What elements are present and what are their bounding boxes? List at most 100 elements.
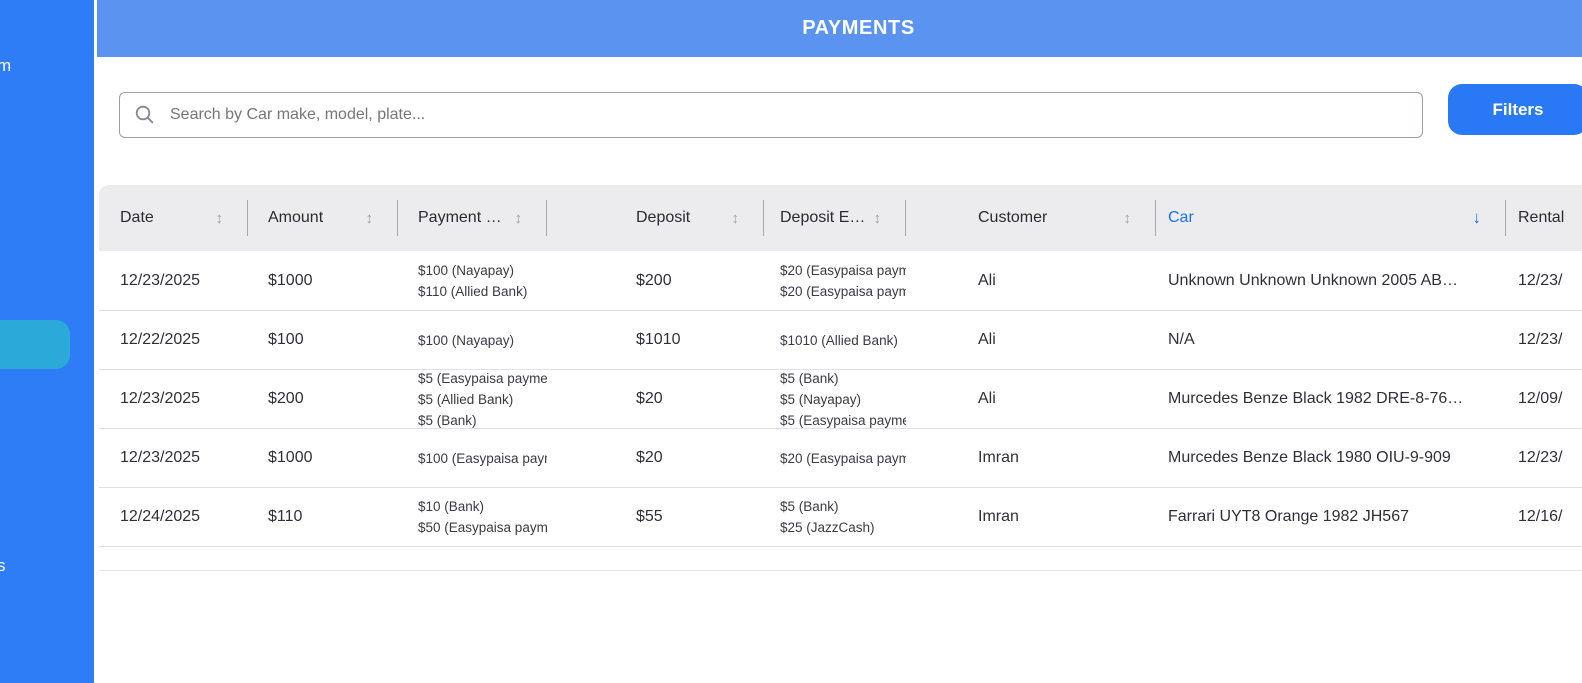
cell-amount: $100 xyxy=(268,331,304,348)
search-icon xyxy=(135,105,154,124)
cell-customer: Ali xyxy=(978,331,996,348)
search-input[interactable] xyxy=(170,106,1408,124)
cell-amount: $110 xyxy=(268,508,303,525)
cell-rental: 12/16/ xyxy=(1518,508,1563,525)
cell-customer: Imran xyxy=(978,449,1019,466)
deposit-entry: $20 (Easypaisa payment) xyxy=(780,450,906,466)
cell-payment-entries: $5 (Easypaisa payment) $5 (Allied Bank) … xyxy=(398,370,547,428)
cell-customer: Ali xyxy=(978,390,996,407)
column-divider xyxy=(546,200,547,236)
column-label: Customer xyxy=(978,209,1048,226)
cell-car: Murcedes Benze Black 1980 OIU-9-909 xyxy=(1168,449,1451,466)
table-row[interactable]: 12/22/2025 $100 $100 (Nayapay) $1010 $10… xyxy=(99,311,1582,370)
cell-date: 12/23/2025 xyxy=(120,271,201,289)
cell-payment-entries: $100 (Nayapay) xyxy=(398,311,547,369)
cell-car: Farrari UYT8 Orange 1982 JH567 xyxy=(1168,508,1409,525)
cell-deposit: $20 xyxy=(636,449,663,466)
cell-deposit-entries: $5 (Bank) $25 (JazzCash) xyxy=(764,488,906,546)
sort-updown-icon[interactable]: ↕ xyxy=(1123,209,1132,227)
cell-amount: $1000 xyxy=(268,449,313,466)
cell-deposit: $55 xyxy=(636,508,663,525)
column-label: Date xyxy=(120,209,154,226)
column-label: Rental xyxy=(1518,209,1565,226)
table-row[interactable]: 12/23/2025 $1000 $100 (Nayapay) $110 (Al… xyxy=(99,251,1582,311)
cell-customer: Imran xyxy=(978,508,1019,525)
column-divider xyxy=(905,200,906,236)
payment-entry: $100 (Nayapay) xyxy=(418,332,515,348)
column-header-customer[interactable]: Customer ↕ xyxy=(906,185,1156,251)
column-header-payment[interactable]: Payment … ↕ xyxy=(398,185,547,251)
sidebar-active-item[interactable] xyxy=(0,320,70,369)
table-header-row: Date ↕ Amount ↕ Payment … ↕ Deposit ↕ xyxy=(99,185,1582,251)
sidebar-item-bottom[interactable]: s xyxy=(0,556,6,575)
cell-deposit-entries: $1010 (Allied Bank) xyxy=(764,311,906,369)
deposit-entry: $1010 (Allied Bank) xyxy=(780,332,898,348)
deposit-entry: $5 (Bank) xyxy=(780,499,839,514)
column-divider xyxy=(763,200,764,236)
cell-date: 12/23/2025 xyxy=(120,390,201,407)
filters-button[interactable]: Filters xyxy=(1448,84,1582,135)
deposit-entry: $5 (Nayapay) xyxy=(780,391,862,407)
deposit-entry: $5 (Easypaisa payment) xyxy=(780,412,906,428)
column-header-deposit[interactable]: Deposit ↕ xyxy=(547,185,764,251)
cell-payment-entries: $10 (Bank) $50 (Easypaisa payment) xyxy=(398,488,547,546)
cell-amount: $200 xyxy=(268,390,304,407)
column-header-car[interactable]: Car ↓ xyxy=(1156,185,1506,251)
table-row[interactable]: 12/23/2025 $1000 $100 (Easypaisa payment… xyxy=(99,429,1582,488)
column-label: Deposit E… xyxy=(780,209,866,226)
column-divider xyxy=(397,200,398,236)
payments-table: Date ↕ Amount ↕ Payment … ↕ Deposit ↕ xyxy=(99,185,1582,547)
table-bottom-divider xyxy=(99,570,1582,571)
column-header-date[interactable]: Date ↕ xyxy=(99,185,248,251)
sort-updown-icon[interactable]: ↕ xyxy=(731,209,740,227)
sort-updown-icon[interactable]: ↕ xyxy=(514,209,523,227)
column-header-deposit-entries[interactable]: Deposit E… ↕ xyxy=(764,185,906,251)
payment-entry: $5 (Easypaisa payment) xyxy=(418,370,547,386)
payment-entry: $110 (Allied Bank) xyxy=(418,283,528,299)
sort-updown-icon[interactable]: ↕ xyxy=(215,209,224,227)
page-title: PAYMENTS xyxy=(802,17,915,39)
payment-entry: $100 (Easypaisa payment) xyxy=(418,450,547,466)
cell-payment-entries: $100 (Nayapay) $110 (Allied Bank) xyxy=(398,251,547,310)
cell-rental: 12/09/ xyxy=(1518,390,1563,407)
cell-deposit-entries: $20 (Easypaisa payment) xyxy=(764,429,906,487)
cell-rental: 12/23/ xyxy=(1518,331,1563,348)
deposit-entry: $25 (JazzCash) xyxy=(780,520,875,535)
column-label: Payment … xyxy=(418,209,502,226)
table-row[interactable]: 12/23/2025 $200 $5 (Easypaisa payment) $… xyxy=(99,370,1582,429)
cell-customer: Ali xyxy=(978,271,996,289)
column-label: Deposit xyxy=(636,209,691,226)
deposit-entry: $20 (Easypaisa payment) xyxy=(780,262,906,278)
column-header-rental[interactable]: Rental xyxy=(1506,185,1582,251)
cell-payment-entries: $100 (Easypaisa payment) xyxy=(398,429,547,487)
cell-date: 12/22/2025 xyxy=(120,331,201,348)
cell-car: Unknown Unknown Unknown 2005 AB… xyxy=(1168,271,1458,289)
sort-updown-icon[interactable]: ↕ xyxy=(365,209,374,227)
table-row[interactable]: 12/24/2025 $110 $10 (Bank) $50 (Easypais… xyxy=(99,488,1582,547)
column-label: Car xyxy=(1168,209,1194,226)
cell-deposit: $200 xyxy=(636,271,672,289)
sidebar: m s xyxy=(0,0,94,683)
page-header: PAYMENTS xyxy=(97,0,1582,57)
cell-date: 12/23/2025 xyxy=(120,449,201,466)
sort-desc-icon[interactable]: ↓ xyxy=(1472,208,1482,227)
cell-car: N/A xyxy=(1168,331,1195,348)
cell-date: 12/24/2025 xyxy=(120,508,201,525)
payment-entry: $50 (Easypaisa payment) xyxy=(418,520,547,535)
payment-entry: $100 (Nayapay) xyxy=(418,262,515,278)
sort-updown-icon[interactable]: ↕ xyxy=(873,209,882,227)
cell-rental: 12/23/ xyxy=(1518,449,1563,466)
cell-deposit: $1010 xyxy=(636,331,681,348)
cell-deposit-entries: $20 (Easypaisa payment) $20 (Easypaisa p… xyxy=(764,251,906,310)
payment-entry: $10 (Bank) xyxy=(418,499,485,514)
cell-deposit: $20 xyxy=(636,390,663,407)
payment-entry: $5 (Bank) xyxy=(418,412,477,428)
cell-amount: $1000 xyxy=(268,271,313,289)
column-divider xyxy=(1155,200,1156,236)
sidebar-item-top[interactable]: m xyxy=(0,56,12,75)
deposit-entry: $20 (Easypaisa payment) xyxy=(780,283,906,299)
column-header-amount[interactable]: Amount ↕ xyxy=(248,185,398,251)
column-divider xyxy=(1505,200,1506,236)
search-box[interactable] xyxy=(119,92,1423,138)
